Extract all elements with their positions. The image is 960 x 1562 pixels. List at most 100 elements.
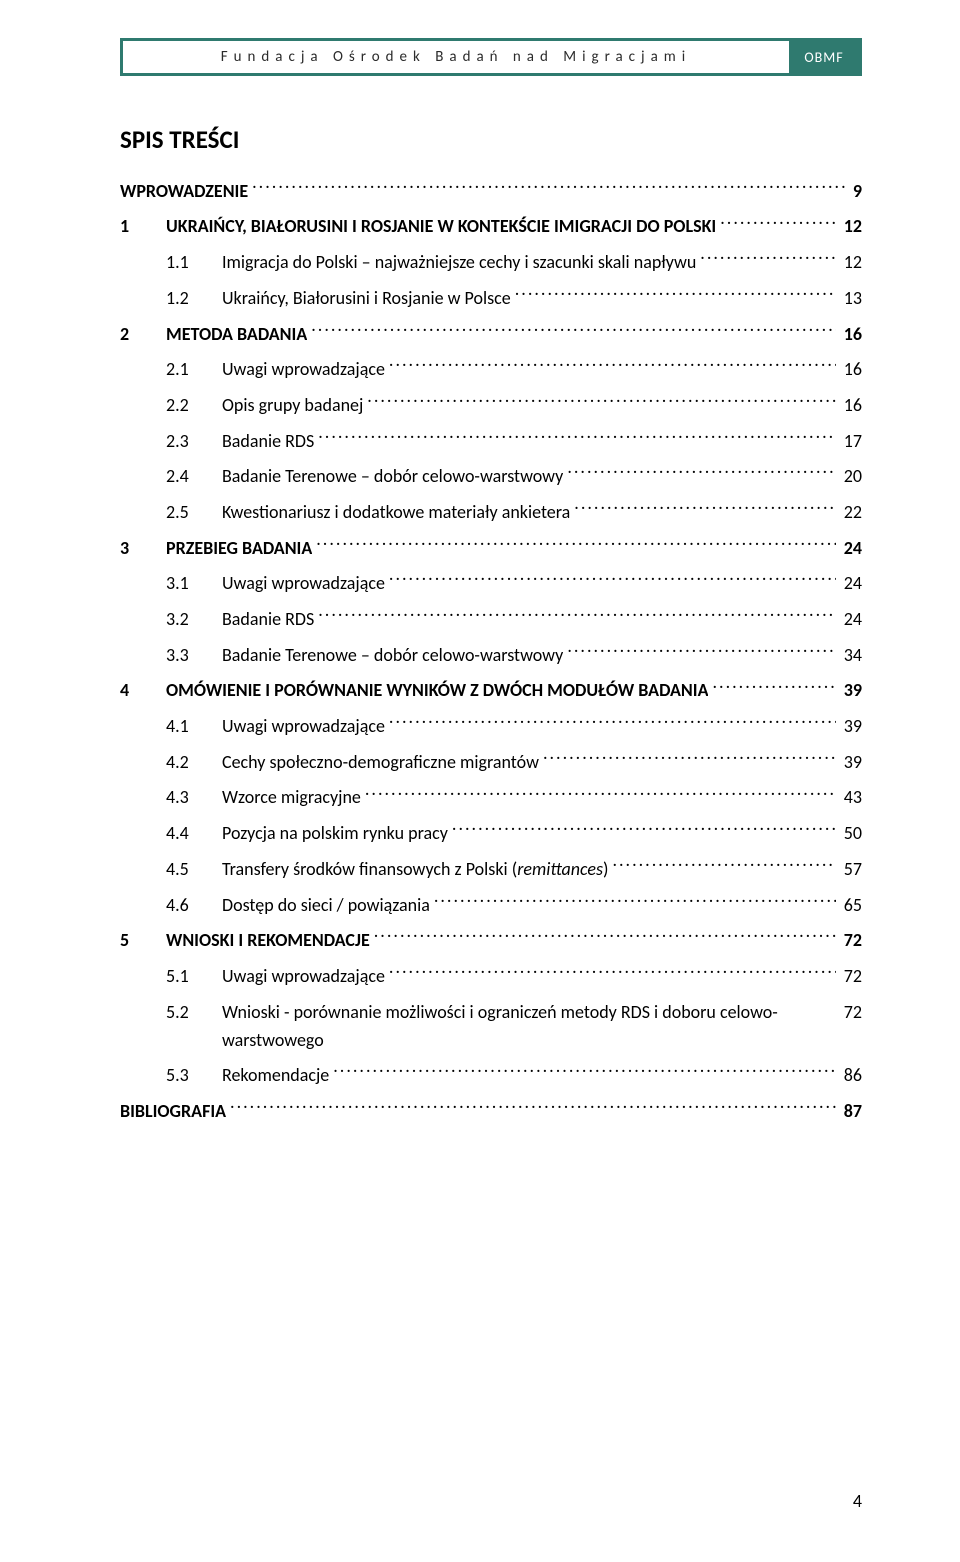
toc-entry: 5.1Uwagi wprowadzające72: [120, 962, 862, 991]
toc-entry-page: 12: [840, 213, 862, 241]
toc-entry-page: 16: [840, 321, 862, 349]
toc-entry-text: Badanie RDS: [222, 428, 314, 456]
toc-title: SPIS TREŚCI: [120, 124, 862, 155]
toc-entry-page: 86: [840, 1062, 862, 1090]
toc-entry: 4.1Uwagi wprowadzające 39: [120, 712, 862, 741]
toc-entry-text: Kwestionariusz i dodatkowe materiały ank…: [222, 499, 570, 527]
toc-entry-page: 39: [840, 713, 862, 741]
header-title: Fundacja Ośrodek Badań nad Migracjami: [123, 41, 789, 73]
toc-leader-dots: [567, 463, 835, 483]
toc-entry: 1UKRAIŃCY, BIAŁORUSINI I ROSJANIE W KONT…: [120, 213, 862, 242]
toc-entry-text: Cechy społeczno-demograficzne migrantów: [222, 749, 539, 777]
toc-leader-dots: [316, 534, 835, 554]
toc-entry-page: 43: [840, 784, 862, 812]
toc-entry-page: 39: [840, 677, 862, 705]
toc-entry-text: WPROWADZENIE: [120, 178, 248, 206]
toc-leader-dots: [333, 1061, 836, 1081]
toc-entry-number: 3.2: [166, 606, 222, 634]
toc-entry-number: 2.5: [166, 499, 222, 527]
toc-leader-dots: [612, 855, 835, 875]
toc-entry-page: 20: [840, 463, 862, 491]
toc-entry-page: 9: [849, 178, 862, 206]
toc-leader-dots: [367, 391, 835, 411]
toc-entry: 5WNIOSKI I REKOMENDACJE72: [120, 926, 862, 955]
document-page: Fundacja Ośrodek Badań nad Migracjami OB…: [0, 0, 960, 1562]
toc-leader-dots: [365, 784, 836, 804]
toc-leader-dots: [389, 570, 836, 590]
toc-leader-dots: [700, 248, 835, 268]
toc-entry-number: 3.1: [166, 570, 222, 598]
toc-entry-text: Opis grupy badanej: [222, 392, 363, 420]
toc-entry-text: Transfery środków finansowych z Polski (…: [222, 856, 608, 884]
toc-leader-dots: [318, 605, 836, 625]
toc-entry: 4.3Wzorce migracyjne43: [120, 784, 862, 813]
toc-entry-text: BIBLIOGRAFIA: [120, 1098, 226, 1126]
toc-entry: 5.3Rekomendacje 86: [120, 1061, 862, 1090]
toc-entry: 2.5Kwestionariusz i dodatkowe materiały …: [120, 498, 862, 527]
toc-entry-number: 3.3: [166, 642, 222, 670]
toc-entry-text: Uwagi wprowadzające: [222, 713, 385, 741]
toc-leader-dots: [712, 677, 835, 697]
toc-entry-text: Ukraińcy, Białorusini i Rosjanie w Polsc…: [222, 285, 511, 313]
toc-leader-dots: [252, 177, 845, 197]
toc-entry-number: 1.2: [166, 285, 222, 313]
toc-entry-text: Wnioski - porównanie możliwości i ograni…: [222, 999, 832, 1055]
toc-entry-page: 24: [840, 535, 862, 563]
toc-entry-page: 87: [840, 1098, 862, 1126]
toc-entry-text: Imigracja do Polski – najważniejsze cech…: [222, 249, 696, 277]
toc-entry-page: 24: [840, 570, 862, 598]
toc-leader-dots: [311, 320, 836, 340]
toc-entry: 3PRZEBIEG BADANIA 24: [120, 534, 862, 563]
toc-entry: 2METODA BADANIA16: [120, 320, 862, 349]
toc-leader-dots: [452, 819, 836, 839]
toc-leader-dots: [389, 962, 836, 982]
toc-entry: 1.1Imigracja do Polski – najważniejsze c…: [120, 248, 862, 277]
page-header: Fundacja Ośrodek Badań nad Migracjami OB…: [120, 0, 862, 76]
toc-leader-dots: [567, 641, 835, 661]
toc-leader-dots: [574, 498, 835, 518]
table-of-contents: WPROWADZENIE 9 1UKRAIŃCY, BIAŁORUSINI I RO…: [120, 177, 862, 1126]
toc-entry-number: 5.2: [166, 999, 222, 1027]
toc-entry: WPROWADZENIE 9: [120, 177, 862, 206]
toc-entry-text: Rekomendacje: [222, 1062, 329, 1090]
toc-entry: 2.3Badanie RDS17: [120, 427, 862, 456]
toc-entry-text: Badanie Terenowe – dobór celowo-warstwow…: [222, 642, 563, 670]
toc-leader-dots: [389, 712, 836, 732]
page-number: 4: [853, 1490, 862, 1512]
toc-entry: BIBLIOGRAFIA 87: [120, 1097, 862, 1126]
toc-entry-text: OMÓWIENIE I PORÓWNANIE WYNIKÓW Z DWÓCH M…: [166, 677, 708, 705]
toc-entry-page: 39: [840, 749, 862, 777]
toc-entry-text: Badanie Terenowe – dobór celowo-warstwow…: [222, 463, 563, 491]
toc-entry-number: 5.1: [166, 963, 222, 991]
toc-entry-page: 72: [840, 927, 862, 955]
toc-entry-page: 22: [840, 499, 862, 527]
toc-entry-text: Dostęp do sieci / powiązania: [222, 892, 430, 920]
toc-entry-page: 72: [840, 963, 862, 991]
toc-leader-dots: [374, 926, 836, 946]
toc-entry-text: PRZEBIEG BADANIA: [166, 535, 312, 563]
toc-entry-number: 4.4: [166, 820, 222, 848]
toc-entry-page: 57: [840, 856, 862, 884]
header-bar: Fundacja Ośrodek Badań nad Migracjami OB…: [120, 38, 862, 76]
toc-leader-dots: [230, 1097, 836, 1117]
toc-entry: 4.2Cechy społeczno-demograficzne migrant…: [120, 748, 862, 777]
toc-entry-number: 1.1: [166, 249, 222, 277]
toc-entry-text: Badanie RDS: [222, 606, 314, 634]
toc-leader-dots: [434, 891, 836, 911]
toc-entry-page: 12: [840, 249, 862, 277]
toc-entry-page: 34: [840, 642, 862, 670]
toc-entry-number: 3: [120, 535, 166, 563]
toc-leader-dots: [515, 284, 836, 304]
toc-entry-text: METODA BADANIA: [166, 321, 307, 349]
toc-entry-number: 2.1: [166, 356, 222, 384]
toc-leader-dots: [389, 355, 836, 375]
toc-entry-number: 4.2: [166, 749, 222, 777]
toc-entry: 3.1Uwagi wprowadzające24: [120, 570, 862, 599]
toc-entry-number: 1: [120, 213, 166, 241]
toc-entry-number: 2.2: [166, 392, 222, 420]
toc-entry: 2.2Opis grupy badanej16: [120, 391, 862, 420]
toc-entry-number: 5.3: [166, 1062, 222, 1090]
toc-entry: 2.4Badanie Terenowe – dobór celowo-warst…: [120, 463, 862, 492]
toc-entry-number: 4.1: [166, 713, 222, 741]
toc-entry: 4.4Pozycja na polskim rynku pracy50: [120, 819, 862, 848]
